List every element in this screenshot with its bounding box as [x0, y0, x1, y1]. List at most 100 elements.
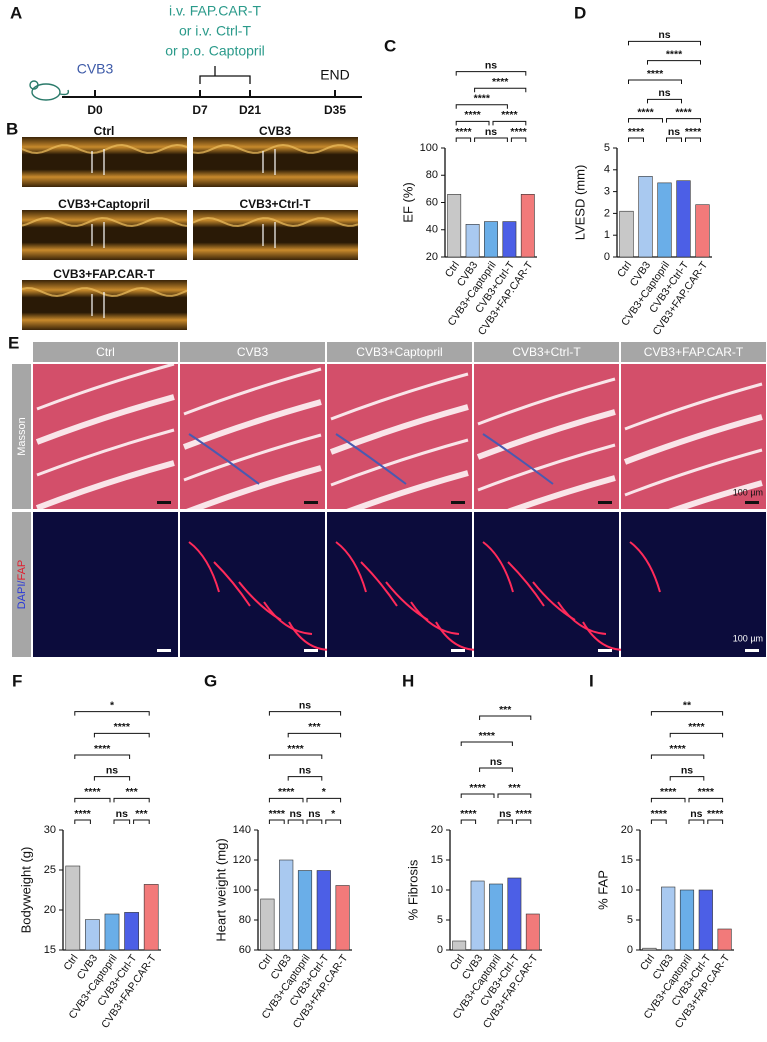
significance-bracket [685, 137, 701, 142]
significance-bracket [268, 754, 323, 759]
significance-bracket [306, 797, 342, 803]
tissue-gap [36, 428, 175, 477]
significance-bracket [287, 776, 323, 781]
significance-bracket [647, 60, 701, 65]
bar [465, 224, 480, 258]
significance-label: ns [658, 87, 670, 99]
significance-label: **** [479, 730, 496, 742]
panel-letter: C [384, 36, 396, 55]
significance-bracket [460, 819, 477, 824]
panel-letter: D [574, 3, 586, 22]
y-tick-label: 100 [420, 142, 438, 154]
y-tick-label: 5 [604, 142, 610, 154]
y-tick-label: 40 [426, 224, 438, 236]
significance-bracket [669, 732, 724, 738]
y-tick-label: 2 [604, 207, 610, 219]
tissue-gap [183, 367, 322, 416]
significance-bracket [497, 793, 532, 798]
significance-label: ns [116, 808, 128, 820]
significance-label: ns [690, 808, 702, 820]
y-tick-label: 20 [44, 904, 56, 916]
significance-bracket [325, 819, 342, 824]
significance-bracket [688, 819, 705, 824]
fluor-image [33, 512, 178, 657]
y-tick-label: 1 [604, 229, 610, 241]
significance-bracket [666, 137, 682, 142]
scale-bar [157, 649, 171, 652]
dapi-label: DAPI/ [16, 580, 28, 610]
echo-wall [192, 143, 359, 155]
significance-bracket [492, 120, 527, 126]
significance-bracket [647, 98, 682, 104]
y-tick-label: 0 [437, 944, 443, 956]
y-axis-label: % FAP [595, 870, 610, 910]
scale-label: 100 µm [733, 487, 763, 497]
significance-bracket [306, 819, 323, 824]
y-tick-label: 80 [426, 169, 438, 181]
fap-signal [213, 561, 251, 607]
significance-bracket [474, 87, 527, 93]
echo-label: CVB3+Ctrl-T [239, 197, 311, 211]
y-tick-label: 3 [604, 186, 610, 198]
significance-label: ns [485, 59, 497, 71]
significance-label: *** [308, 721, 321, 733]
significance-label: ns [289, 808, 301, 820]
significance-bracket [268, 819, 285, 824]
significance-bracket [74, 711, 150, 716]
column-label: Ctrl [96, 345, 115, 359]
bar [85, 919, 100, 951]
significance-label: ns [299, 699, 311, 711]
y-axis-label: EF (%) [400, 182, 415, 222]
day-label: D0 [87, 103, 103, 117]
significance-label: **** [637, 106, 654, 118]
significance-bracket [93, 776, 131, 781]
bar [507, 877, 522, 951]
significance-bracket [455, 120, 490, 126]
fluor-image [474, 512, 619, 657]
significance-bracket [669, 776, 705, 781]
column-label: CVB3 [237, 345, 269, 359]
panel-letter: G [204, 671, 217, 690]
significance-label: **** [628, 126, 645, 138]
significance-bracket [666, 118, 701, 123]
significance-label: ns [299, 764, 311, 776]
significance-bracket [287, 819, 304, 824]
echo-wall [21, 216, 188, 228]
significance-bracket [510, 137, 527, 142]
bar [65, 865, 81, 951]
echo-images: Ctrl CVB3 CVB3+Captopril CVB3+Ctrl-T CVB3+FA… [21, 124, 359, 330]
significance-label: **** [74, 808, 91, 820]
fluor-image [327, 512, 472, 657]
tissue-gap [36, 362, 175, 411]
scale-bar [451, 649, 465, 652]
fap-signal [263, 601, 313, 635]
bar [470, 880, 485, 951]
significance-label: **** [469, 782, 486, 794]
echo-caliper [91, 222, 105, 248]
significance-bracket [628, 79, 682, 84]
column-header [33, 342, 178, 362]
column-label: CVB3+Ctrl-T [512, 345, 581, 359]
bar [619, 210, 634, 258]
significance-label: **** [269, 808, 286, 820]
bar [484, 221, 498, 258]
significance-label: **** [464, 109, 481, 121]
column-header [621, 342, 766, 362]
mouse-icon [29, 80, 70, 101]
significance-bracket [688, 797, 724, 803]
significance-bracket [74, 797, 111, 803]
significance-label: **** [675, 106, 692, 118]
significance-label: ns [485, 126, 497, 138]
significance-label: *** [135, 808, 148, 820]
significance-bracket [515, 819, 532, 824]
day-label: D21 [239, 103, 261, 117]
tissue-gap [329, 404, 469, 455]
significance-label: **** [698, 786, 715, 798]
significance-label: ns [499, 808, 511, 820]
y-tick-label: 15 [431, 854, 443, 866]
significance-bracket [628, 137, 644, 142]
panel-letter: I [589, 671, 594, 690]
fap-label: FAP [16, 560, 28, 581]
y-tick-label: 140 [233, 824, 251, 836]
